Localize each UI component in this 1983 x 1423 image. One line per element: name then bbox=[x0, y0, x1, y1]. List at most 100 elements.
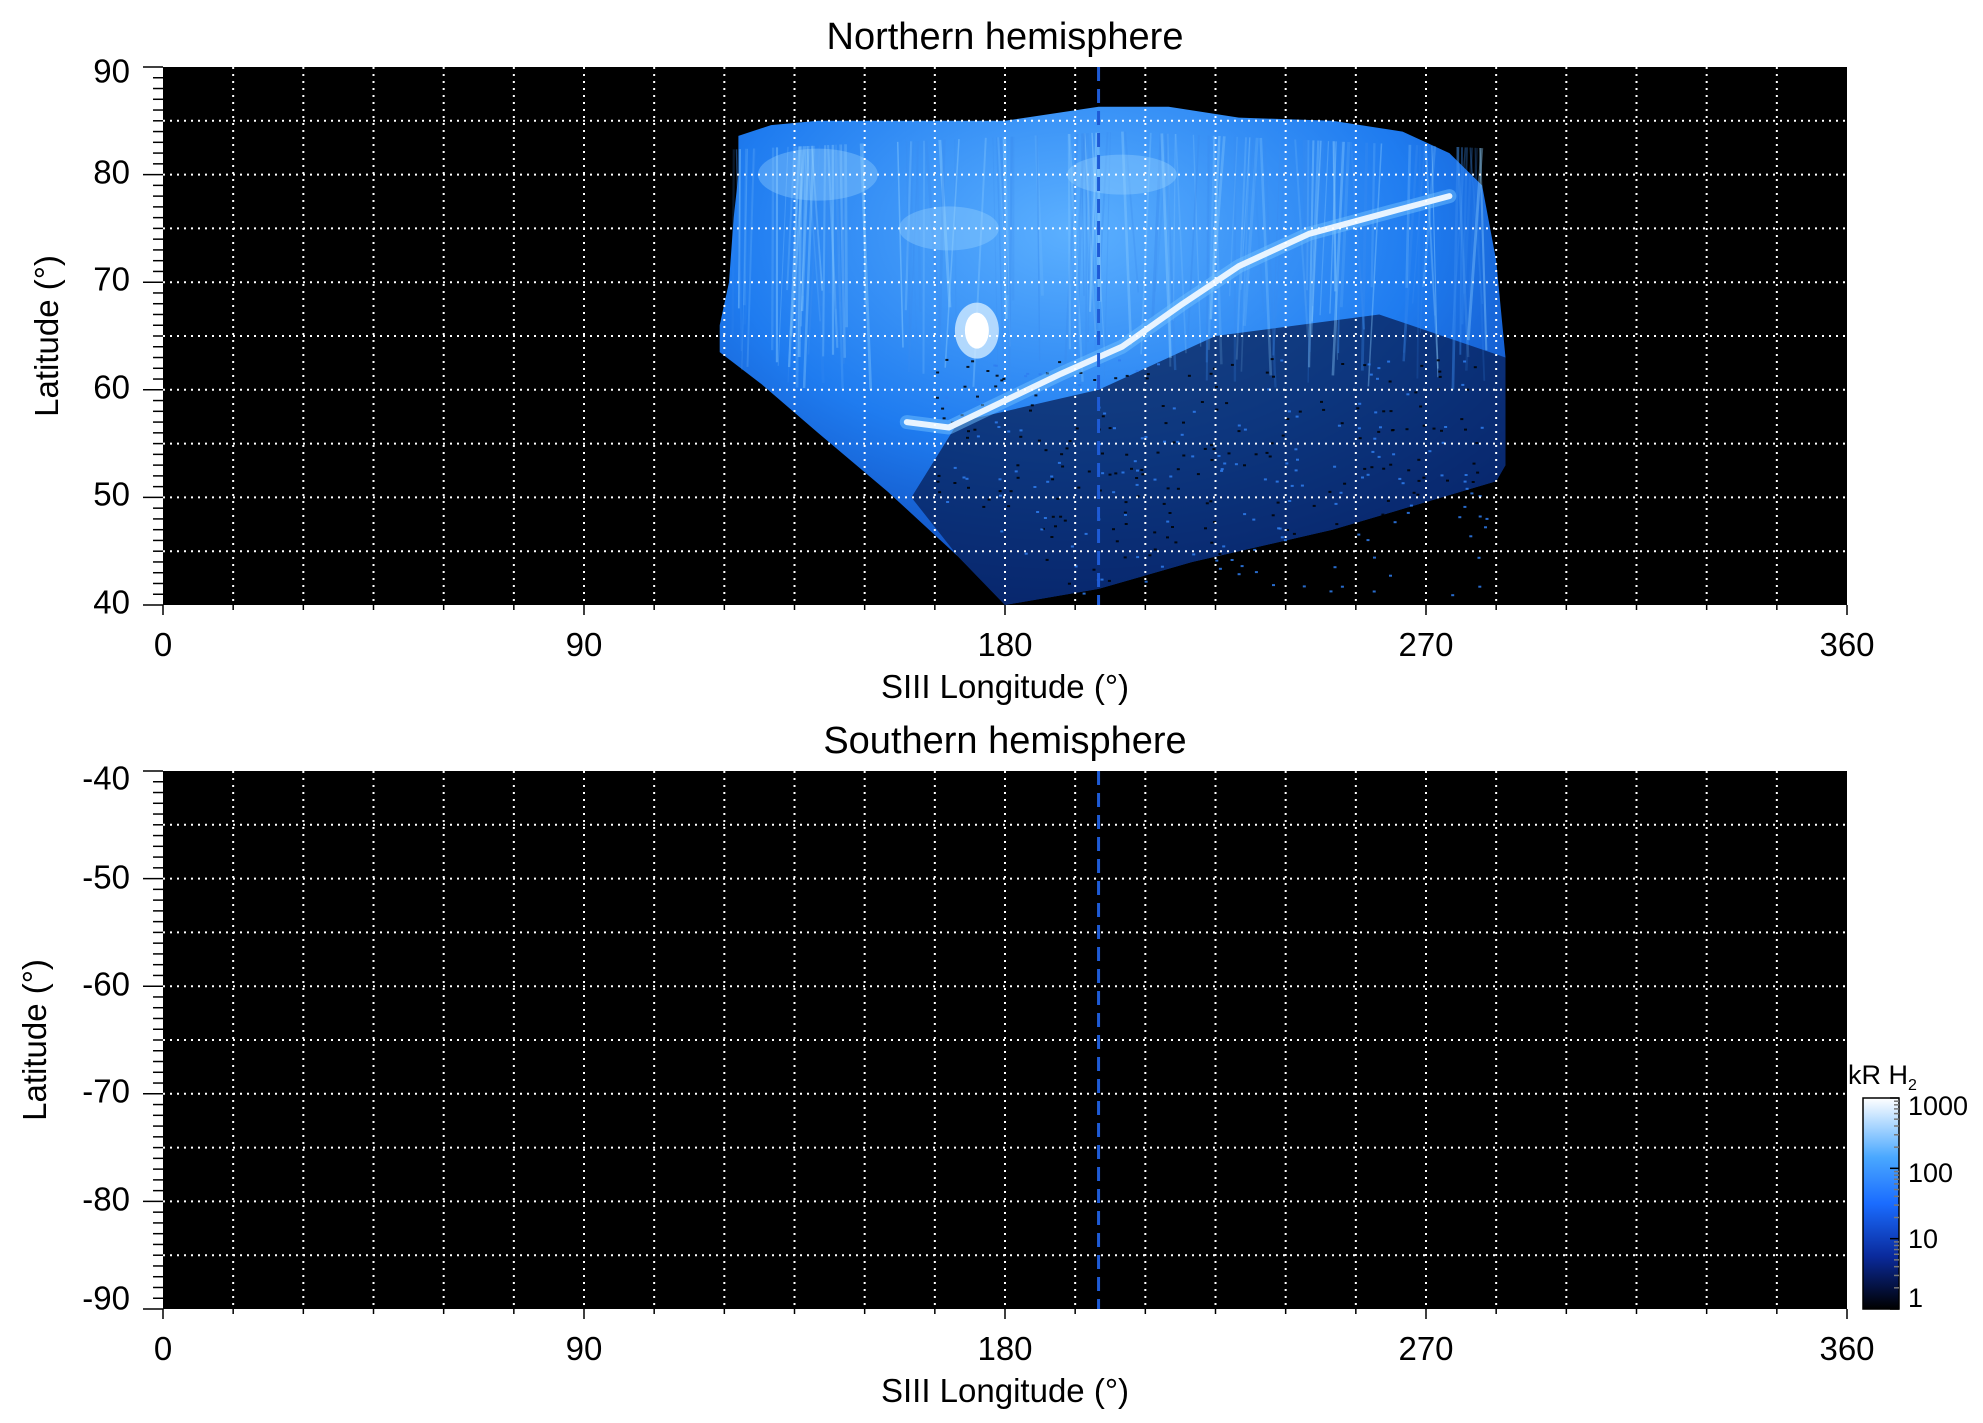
emission-speckle bbox=[1477, 556, 1481, 559]
emission-streak bbox=[731, 149, 735, 338]
emission-speckle bbox=[1290, 484, 1294, 487]
emission-speckle bbox=[1376, 377, 1379, 380]
emission-speckle bbox=[1480, 426, 1484, 429]
emission-streak bbox=[1461, 147, 1468, 325]
emission-streak bbox=[1405, 144, 1412, 288]
emission-speckle bbox=[1223, 584, 1227, 587]
emission-streak bbox=[1306, 140, 1310, 291]
main-oval bbox=[903, 193, 1453, 431]
emission-speckle bbox=[1436, 561, 1440, 564]
southern-y-axis-label: Latitude (°) bbox=[16, 959, 53, 1121]
emission-streak bbox=[743, 148, 757, 325]
emission-speckle bbox=[1397, 575, 1401, 577]
emission-streak bbox=[905, 141, 911, 329]
emission-streak bbox=[1451, 146, 1460, 390]
colorbar-ticks bbox=[1890, 1097, 1899, 1310]
emission-speckle bbox=[1176, 468, 1180, 471]
emission-streak bbox=[743, 148, 748, 306]
northern-panel: Northern hemisphere 0 90 180 270 360 40 … bbox=[28, 16, 1875, 705]
emission-speckle bbox=[1036, 511, 1040, 513]
emission-speckle bbox=[1270, 442, 1274, 445]
emission-speckle bbox=[1123, 511, 1127, 514]
emission-streak bbox=[1008, 136, 1013, 381]
emission-speckle bbox=[1176, 440, 1180, 443]
emission-speckle bbox=[1386, 499, 1390, 502]
emission-streak bbox=[1251, 137, 1265, 313]
northern-auroral-emission bbox=[719, 106, 1506, 605]
emission-speckle bbox=[1133, 460, 1137, 463]
emission-speckle bbox=[1440, 429, 1443, 432]
emission-streak bbox=[1331, 141, 1345, 376]
emission-streak bbox=[915, 140, 922, 313]
colorbar-label: kR H2 bbox=[1848, 1060, 1917, 1094]
emission-speckle bbox=[1112, 491, 1116, 494]
emission-speckle bbox=[1285, 462, 1289, 465]
emission-speckle bbox=[937, 474, 941, 477]
emission-speckle bbox=[1210, 444, 1213, 447]
emission-streak bbox=[1459, 147, 1463, 355]
emission-streak bbox=[908, 140, 920, 372]
emission-speckle bbox=[1270, 358, 1274, 361]
emission-streak bbox=[1463, 147, 1474, 294]
emission-speckle bbox=[1252, 518, 1256, 521]
emission-streak bbox=[786, 146, 796, 291]
emission-speckle bbox=[967, 486, 970, 489]
southern-title: Southern hemisphere bbox=[823, 720, 1186, 762]
emission-speckle bbox=[982, 505, 986, 508]
emission-speckle bbox=[1107, 579, 1111, 582]
emission-speckle bbox=[1420, 364, 1424, 367]
emission-speckle bbox=[1002, 377, 1006, 380]
emission-speckle bbox=[1267, 388, 1271, 391]
emission-speckle bbox=[1300, 484, 1304, 487]
emission-streak bbox=[741, 148, 748, 371]
emission-speckle bbox=[1438, 594, 1441, 596]
emission-speckle bbox=[1428, 450, 1432, 453]
emission-streak bbox=[777, 146, 789, 366]
emission-speckle bbox=[1172, 407, 1176, 410]
emission-speckle bbox=[1234, 463, 1238, 466]
colorbar-label-main: kR H bbox=[1848, 1060, 1908, 1090]
emission-speckle bbox=[1294, 469, 1298, 472]
northern-grid bbox=[163, 67, 1847, 605]
emission-speckle bbox=[1350, 563, 1354, 566]
emission-speckle bbox=[1393, 521, 1397, 524]
northern-x-tick-label: 90 bbox=[566, 626, 603, 663]
emission-speckle bbox=[1054, 525, 1057, 528]
northern-y-tick-label: 60 bbox=[93, 369, 130, 406]
emission-speckle bbox=[1336, 530, 1340, 533]
emission-speckle bbox=[1373, 437, 1377, 440]
emission-speckle bbox=[1070, 545, 1074, 548]
emission-speckle bbox=[1392, 453, 1396, 456]
emission-speckle bbox=[1287, 410, 1291, 413]
emission-speckle bbox=[1409, 504, 1413, 507]
emission-speckle bbox=[946, 501, 950, 503]
emission-streak bbox=[834, 144, 844, 389]
colorbar-gradient bbox=[1862, 1097, 1900, 1310]
emission-speckle bbox=[1051, 478, 1055, 481]
emission-speckle bbox=[1485, 517, 1489, 520]
emission-streak bbox=[746, 148, 755, 367]
emission-streak bbox=[1205, 135, 1211, 381]
emission-speckle bbox=[998, 478, 1002, 481]
emission-streak bbox=[1239, 137, 1254, 314]
emission-speckle bbox=[1227, 452, 1231, 455]
emission-speckle bbox=[1363, 467, 1367, 470]
emission-speckle bbox=[987, 498, 991, 501]
emission-speckle bbox=[1140, 468, 1144, 471]
emission-speckle bbox=[1098, 489, 1102, 492]
emission-streak bbox=[822, 145, 827, 357]
emission-speckle bbox=[1024, 375, 1028, 378]
emission-speckle bbox=[1019, 429, 1023, 432]
emission-streak bbox=[1451, 147, 1466, 335]
emission-speckle bbox=[936, 480, 940, 483]
emission-streak bbox=[1186, 135, 1200, 349]
emission-streak bbox=[953, 139, 957, 324]
emission-speckle bbox=[1223, 462, 1227, 465]
emission-speckle bbox=[953, 482, 957, 484]
southern-y-tick-label: -80 bbox=[82, 1181, 130, 1218]
northern-axis-ticks bbox=[143, 66, 1848, 615]
southern-y-tick-label: -60 bbox=[82, 966, 130, 1003]
emission-streak bbox=[824, 145, 832, 294]
emission-speckle bbox=[966, 365, 970, 368]
emission-speckle bbox=[994, 385, 998, 388]
